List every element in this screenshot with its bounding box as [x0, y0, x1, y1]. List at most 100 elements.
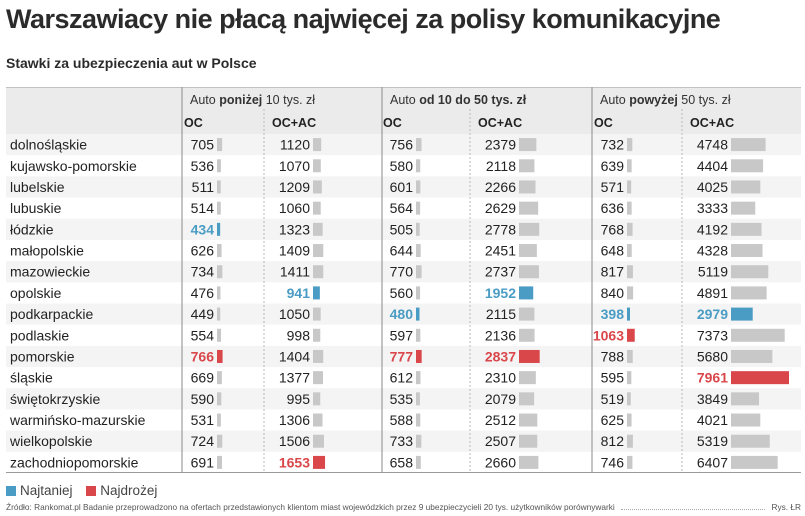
value-bar — [519, 180, 536, 194]
legend-item-low: Najtaniej — [6, 483, 73, 498]
value-label: 434 — [191, 221, 215, 237]
value-bar — [313, 222, 323, 236]
region-label: mazowieckie — [10, 264, 90, 280]
region-label: pomorskie — [10, 348, 75, 364]
graphic-credit: Rys. ŁR — [771, 502, 801, 512]
value-label: 7373 — [697, 327, 728, 343]
value-label: 580 — [390, 158, 414, 174]
value-label: 571 — [601, 179, 625, 195]
value-bar — [731, 265, 769, 279]
value-bar — [217, 392, 222, 406]
value-label: 597 — [390, 327, 414, 343]
region-label: opolskie — [10, 285, 62, 301]
value-label: 1063 — [593, 327, 624, 343]
value-bar — [217, 307, 221, 321]
row-stripe — [6, 388, 801, 410]
chart-subtitle: Stawki za ubezpieczenia aut w Polsce — [6, 55, 257, 71]
region-label: lubelskie — [10, 179, 65, 195]
value-label: 6407 — [697, 454, 728, 470]
value-bar — [627, 222, 633, 236]
value-label: 1070 — [279, 158, 310, 174]
value-bar — [416, 180, 421, 194]
value-label: 2507 — [485, 433, 516, 449]
value-label: 1050 — [279, 306, 310, 322]
value-bar — [313, 201, 321, 215]
value-bar — [416, 222, 420, 236]
value-label: 2115 — [486, 306, 516, 322]
value-bar — [313, 138, 322, 152]
value-bar — [313, 434, 324, 448]
value-label: 2451 — [485, 243, 516, 259]
value-bar — [627, 413, 632, 427]
value-bar — [416, 244, 421, 258]
row-stripe — [6, 134, 801, 156]
value-label: 1306 — [279, 412, 310, 428]
value-label: 1952 — [485, 285, 516, 301]
value-label: 1323 — [279, 221, 310, 237]
value-label: 601 — [390, 179, 414, 195]
value-bar — [731, 455, 778, 469]
value-label: 536 — [191, 158, 215, 174]
column-label: OC — [383, 116, 402, 130]
value-label: 1409 — [279, 243, 310, 259]
value-bar — [731, 138, 766, 152]
value-label: 2310 — [485, 370, 516, 386]
value-label: 770 — [390, 264, 414, 280]
value-bar — [519, 201, 539, 215]
value-bar — [731, 201, 756, 215]
value-label: 4025 — [697, 179, 728, 195]
region-label: łódzkie — [10, 221, 54, 237]
value-label: 560 — [390, 285, 414, 301]
value-label: 535 — [390, 391, 414, 407]
value-bar — [519, 286, 534, 300]
legend: Najtaniej Najdrożej — [6, 483, 167, 498]
value-label: 658 — [390, 454, 414, 470]
value-bar — [217, 328, 222, 342]
value-bar — [627, 371, 632, 385]
region-label: świętokrzyskie — [10, 391, 100, 407]
value-bar — [217, 286, 221, 300]
value-bar — [217, 434, 223, 448]
region-label: zachodniopomorskie — [10, 454, 139, 470]
value-label: 733 — [390, 433, 414, 449]
value-label: 590 — [191, 391, 215, 407]
row-stripe — [6, 303, 801, 325]
value-label: 5319 — [697, 433, 728, 449]
value-bar — [627, 265, 633, 279]
value-bar — [313, 455, 326, 469]
value-label: 626 — [191, 243, 215, 259]
value-bar — [731, 349, 773, 363]
region-label: dolnośląskie — [10, 137, 87, 153]
value-label: 612 — [390, 370, 414, 386]
value-bar — [627, 307, 630, 321]
header-background — [6, 87, 801, 134]
value-bar — [217, 138, 223, 152]
value-label: 746 — [601, 454, 625, 470]
value-label: 724 — [191, 433, 215, 449]
value-bar — [627, 159, 632, 173]
value-label: 595 — [601, 370, 625, 386]
value-label: 777 — [390, 348, 414, 364]
value-bar — [217, 349, 223, 363]
value-bar — [416, 392, 420, 406]
value-label: 1653 — [279, 454, 310, 470]
row-stripe — [6, 345, 801, 368]
value-bar — [519, 222, 540, 236]
value-bar — [416, 434, 422, 448]
value-bar — [731, 244, 763, 258]
value-bar — [627, 455, 633, 469]
value-bar — [519, 455, 539, 469]
value-label: 4891 — [697, 285, 728, 301]
value-bar — [627, 286, 634, 300]
value-label: 2837 — [485, 348, 516, 364]
value-label: 449 — [191, 306, 215, 322]
value-bar — [416, 265, 422, 279]
value-label: 4748 — [697, 137, 728, 153]
footer-divider — [620, 508, 766, 510]
value-label: 7961 — [697, 370, 728, 386]
value-bar — [313, 159, 321, 173]
region-label: warmińsko-mazurskie — [9, 412, 146, 428]
value-bar — [519, 138, 537, 152]
value-bar — [627, 349, 633, 363]
value-label: 1404 — [279, 348, 310, 364]
